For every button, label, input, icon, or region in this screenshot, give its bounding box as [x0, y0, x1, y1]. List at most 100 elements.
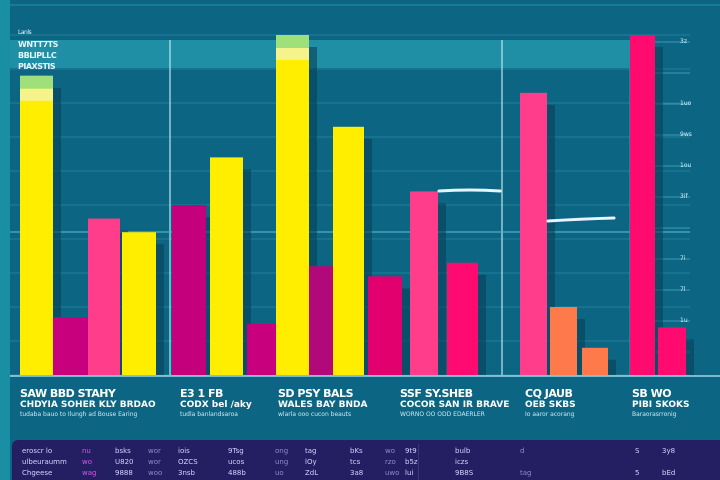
right-tick-label: 1uo [680, 100, 692, 107]
bar-shadow [577, 319, 585, 375]
category-label-line: Baraorasrronig [632, 411, 677, 418]
category-label-line: Io aaror acorang [525, 411, 575, 418]
category-label-line: CHDYIA SOHER KLY BRDAO [20, 400, 156, 410]
bar-shadow [686, 339, 694, 375]
bar-shadow [156, 244, 164, 375]
category-label-line: E3 1 FB [180, 387, 223, 400]
right-tick-label: 3z [680, 38, 687, 45]
bar [247, 324, 276, 375]
right-tick-label: 9ws [680, 131, 692, 138]
bar-shadow [478, 274, 486, 375]
table-cell: wor [148, 447, 161, 455]
table-cell: woo [148, 469, 163, 477]
table-cell: U820 [115, 458, 134, 466]
top-divider [10, 4, 720, 6]
bar [520, 92, 547, 376]
bar [630, 35, 655, 375]
legend-label: WNTT7TS [18, 40, 58, 49]
table-cell: 3y8 [662, 447, 676, 455]
data-table [12, 440, 720, 480]
category-label: CQ JAUB OEB SKBS Io aaror acorang [525, 388, 576, 419]
category-label-line: OEB SKBS [525, 400, 576, 410]
table-cell: 9t9 [405, 447, 417, 455]
category-label-line: tudla banlandsaroa [180, 411, 238, 418]
table-cell: OZCS [178, 458, 198, 466]
annotation-stroke [437, 188, 502, 193]
table-cell: wag [82, 469, 97, 477]
table-cell: tag [520, 469, 532, 477]
table-cell: b5z [405, 458, 418, 466]
table-cell: bulb [455, 447, 471, 455]
left-edge-strip [0, 0, 10, 480]
category-label-line: WORNO OO ODD EDAERLER [400, 411, 485, 418]
table-cell: S [635, 447, 640, 455]
table-cell: wor [148, 458, 161, 466]
bar [88, 218, 120, 375]
bar [122, 232, 156, 375]
table-cell: tag [305, 447, 317, 455]
table-cell: wo [82, 458, 93, 466]
category-label: SB WO PIBI SKOKS Baraorasrronig [632, 388, 689, 419]
bar [210, 157, 243, 375]
table-cell: nu [82, 447, 91, 455]
highlight-band [10, 40, 630, 68]
table-cell: 3a8 [350, 469, 364, 477]
bar-shadow [309, 47, 317, 375]
bars [20, 35, 694, 376]
bar [172, 205, 206, 375]
category-label-line: SSF SY.SHEB [400, 387, 473, 400]
table-cell: iczs [455, 458, 469, 466]
bar-cap [20, 75, 53, 89]
table-cell: bEd [662, 469, 676, 477]
table-cell: 3nsb [178, 469, 195, 477]
bar [582, 347, 608, 375]
bar-shadow [243, 169, 251, 375]
table-cell: lOy [305, 458, 317, 466]
bar [333, 126, 364, 375]
bar-shadow [53, 87, 61, 376]
table-cell: bsks [115, 447, 131, 455]
category-label-line: PIBI SKOKS [632, 400, 690, 410]
table-cell: ulbeuraumm [22, 458, 67, 466]
bar-shadow [402, 288, 410, 375]
category-label-line: wlarla ooo cucon beauts [278, 411, 352, 418]
bar [368, 276, 402, 375]
table-cell: 5 [635, 469, 640, 477]
category-label-line: SB WO [632, 387, 672, 400]
bar [276, 35, 309, 375]
category-label: SD PSY BALS WALES BAY BNDA wlarla ooo cuco… [278, 388, 367, 419]
bar-cap [276, 35, 309, 48]
bar [447, 262, 478, 375]
bar [550, 307, 577, 375]
right-tick-label: 1ou [680, 162, 692, 169]
bar-shadow [438, 203, 446, 375]
table-cell: 9Tsg [228, 447, 244, 455]
bar [410, 191, 438, 375]
table-cell: uo [275, 469, 284, 477]
table-cell: eroscr lo [22, 447, 53, 455]
bar-shadow [364, 138, 372, 375]
category-label: SSF SY.SHEB COCOR SAN IR BRAVE WORNO OO OD… [400, 388, 509, 419]
table-cell: tcs [350, 458, 361, 466]
category-label-line: CODX bel /aky [180, 400, 252, 410]
legend-label: Lanls [18, 29, 32, 36]
table-cell: lui [405, 469, 414, 477]
category-label: E3 1 FB CODX bel /aky tudla banlandsaroa [180, 388, 252, 419]
category-label-line: SAW BBD STAHY [20, 387, 116, 400]
legend-label: BBLIPLLC [18, 51, 57, 60]
table-cell: 9B8S [455, 469, 474, 477]
category-label-line: CQ JAUB [525, 387, 573, 400]
table-separator [418, 444, 419, 480]
category-label-line: WALES BAY BNDA [278, 400, 368, 410]
table-cell: 488b [228, 469, 246, 477]
bar [20, 75, 53, 376]
category-label-line: tudaba bauo to Ilungh ad Bouse Earing [20, 411, 138, 418]
bar-cap-light [276, 48, 309, 60]
table-cell: Chgeese [22, 469, 53, 477]
table-cell: ong [275, 447, 289, 455]
right-tick-label: 7l [680, 286, 686, 293]
right-tick-label: 7i [680, 255, 686, 262]
annotation-stroke [546, 216, 616, 223]
table-cell: iois [178, 447, 190, 455]
